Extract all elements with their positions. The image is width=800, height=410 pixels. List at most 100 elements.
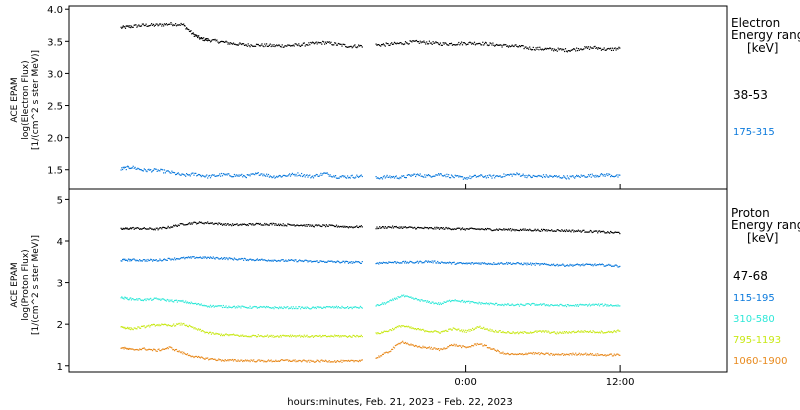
proton-data-point [346,260,348,262]
electron-data-point [263,46,265,48]
proton-data-point [556,354,558,356]
proton-data-point [386,351,388,353]
electron-data-point [123,26,125,28]
proton-data-point [385,330,387,332]
proton-data-point [299,359,301,362]
proton-data-point [193,256,195,258]
proton-data-point [428,227,430,229]
electron-data-point [136,168,138,170]
proton-data-point [559,353,561,356]
proton-data-point [498,228,500,230]
proton-data-point [549,332,551,334]
proton-data-point [161,323,163,325]
proton-data-point [540,263,542,265]
proton-data-point [573,264,575,266]
proton-data-point [156,260,158,262]
proton-data-point [127,299,130,301]
electron-data-point [277,45,279,47]
proton-data-point [390,350,392,352]
proton-data-point [329,224,331,226]
proton-data-point [331,335,333,337]
proton-data-point [431,301,433,303]
proton-data-point [546,352,548,354]
proton-data-point [553,354,556,356]
proton-data-point [567,230,569,232]
proton-data-point [539,330,541,332]
proton-data-point [172,258,174,260]
electron-data-point [537,46,539,48]
proton-data-point [211,257,213,259]
proton-data-point [209,358,211,360]
electron-data-point [191,32,194,35]
proton-data-point [208,256,210,258]
electron-data-point [169,172,171,174]
proton-data-point [320,306,322,308]
electron-data-point [324,172,326,174]
electron-data-point [413,40,415,42]
electron-data-point [297,172,299,174]
proton-data-point [584,330,586,332]
proton-data-point [463,228,465,230]
proton-data-point [127,326,129,328]
proton-data-point [462,345,464,347]
proton-legend-115-195: 115-195 [733,293,775,304]
electron-data-point [548,176,550,178]
proton-data-point [301,224,303,226]
proton-data-point [479,262,481,264]
electron-data-point [598,47,600,49]
proton-data-point [607,264,609,266]
electron-data-point [538,49,540,51]
proton-data-point [182,257,184,259]
electron-data-point [245,177,247,179]
proton-data-point [171,325,173,327]
proton-data-point [397,343,399,345]
electron-data-point [132,165,134,167]
proton-data-point [434,347,436,349]
proton-data-point [404,342,406,344]
proton-data-point [517,229,519,231]
electron-data-point [322,173,324,175]
proton-data-point [291,308,293,310]
proton-data-point [617,329,619,331]
proton-data-point [598,264,600,266]
proton-data-point [451,299,453,302]
electron-data-point [145,170,147,172]
electron-data-point [133,167,135,169]
proton-data-point [422,345,424,347]
proton-data-point [124,296,127,299]
electron-data-point [188,29,190,31]
proton-data-point [315,307,317,310]
proton-data-point [583,331,585,333]
electron-data-point [609,173,611,176]
proton-data-point [580,353,582,355]
proton-data-point [606,264,608,266]
electron-data-point [518,46,520,48]
proton-data-point [140,327,142,329]
proton-data-point [427,300,429,302]
electron-data-point [457,43,459,45]
electron-data-point [124,166,127,168]
electron-data-point [551,175,553,177]
proton-data-point [587,231,589,233]
proton-data-point [617,231,619,233]
proton-data-point [496,331,498,333]
proton-data-point [395,225,397,228]
electron-data-point [356,47,358,49]
proton-data-point [160,324,162,326]
proton-data-point [589,305,591,307]
proton-data-point [476,342,478,345]
proton-data-point [300,360,302,362]
electron-data-point [293,173,295,175]
electron-data-point [614,175,616,177]
proton-data-point [599,264,602,266]
proton-data-point [506,304,508,306]
proton-data-point [319,361,321,363]
electron-ylabel-line1: ACE EPAM [10,77,20,122]
electron-data-point [274,177,276,179]
proton-data-point [564,354,567,356]
proton-data-point [297,224,299,226]
electron-data-point [198,37,200,39]
electron-data-point [148,168,150,170]
proton-data-point [407,343,409,345]
electron-data-point [387,43,389,45]
